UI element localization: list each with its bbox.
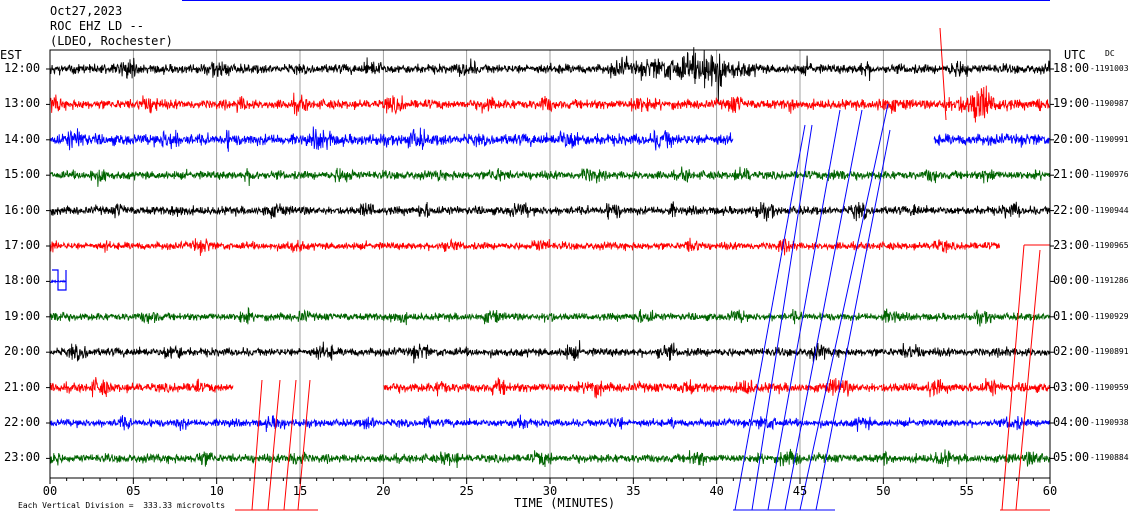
trace-1200 bbox=[49, 47, 1051, 103]
trace-group bbox=[49, 47, 1051, 469]
trace-2200 bbox=[49, 414, 1051, 433]
trace-2100 bbox=[49, 376, 1051, 399]
x-tick-label-45: 45 bbox=[793, 484, 807, 498]
spike-line bbox=[799, 103, 889, 511]
dc-offset-label: -1190987 bbox=[1090, 99, 1129, 109]
spike-line bbox=[734, 124, 806, 511]
est-hour-label: 13:00 bbox=[4, 96, 41, 111]
est-hour-label: 15:00 bbox=[4, 167, 41, 182]
utc-hour-label: 18:00 bbox=[1053, 61, 1090, 75]
spike-line bbox=[815, 129, 891, 511]
x-tick-label-00: 00 bbox=[43, 484, 57, 498]
spike-line bbox=[767, 109, 841, 511]
est-axis-label: EST bbox=[0, 48, 22, 62]
x-tick-label-50: 50 bbox=[876, 484, 890, 498]
utc-hour-label: 03:00 bbox=[1053, 379, 1090, 394]
utc-axis-label: UTC bbox=[1064, 48, 1086, 62]
est-hour-label: 19:00 bbox=[4, 308, 41, 323]
utc-hour-label: 01:00 bbox=[1053, 308, 1090, 323]
spike-line bbox=[1015, 249, 1041, 511]
dc-offset-label: -1190965 bbox=[1090, 241, 1129, 250]
spike-line bbox=[267, 379, 281, 511]
x-axis-title: TIME (MINUTES) bbox=[514, 496, 616, 510]
utc-hour-label: 00:00 bbox=[1053, 273, 1090, 288]
spike-line bbox=[283, 379, 297, 511]
utc-hour-label: 23:00 bbox=[1053, 238, 1090, 252]
x-tick-label-60: 60 bbox=[1043, 484, 1057, 498]
est-hour-label: 18:00 bbox=[4, 273, 41, 288]
est-hour-label: 17:00 bbox=[4, 238, 41, 252]
clipped-spikes bbox=[52, 27, 1050, 511]
dc-offset-label: -1190884 bbox=[1090, 453, 1129, 463]
spike-line bbox=[52, 269, 67, 291]
dc-offset-label: -1191003 bbox=[1090, 64, 1129, 73]
x-tick-label-55: 55 bbox=[959, 484, 973, 498]
dc-offset-label: -1190976 bbox=[1090, 170, 1129, 180]
chart-grid bbox=[132, 50, 968, 478]
est-hour-label: 22:00 bbox=[4, 415, 41, 429]
x-tick-label-25: 25 bbox=[459, 484, 473, 498]
utc-hour-label: 21:00 bbox=[1053, 167, 1090, 182]
utc-hour-label: 04:00 bbox=[1053, 415, 1090, 429]
x-tick-label-35: 35 bbox=[626, 484, 640, 498]
trace-1500 bbox=[49, 166, 1051, 187]
spike-line bbox=[297, 379, 311, 511]
utc-hour-label: 19:00 bbox=[1053, 96, 1090, 111]
est-hour-label: 20:00 bbox=[4, 344, 41, 359]
dc-offset-label: -1191286 bbox=[1090, 276, 1129, 286]
trace-2000 bbox=[49, 340, 1051, 364]
dc-offset-label: -1190929 bbox=[1090, 311, 1129, 321]
x-tick-label-05: 05 bbox=[126, 484, 140, 498]
est-hour-label: 21:00 bbox=[4, 379, 41, 394]
spike-line bbox=[1001, 244, 1025, 511]
x-tick-label-10: 10 bbox=[209, 484, 223, 498]
trace-1600 bbox=[49, 201, 1051, 222]
trace-1700 bbox=[49, 237, 1001, 256]
dc-offset-label: -1190944 bbox=[1090, 205, 1129, 215]
est-hour-label: 14:00 bbox=[4, 131, 41, 146]
utc-hour-label: 02:00 bbox=[1053, 344, 1090, 359]
scale-note: Each Vertical Division = 333.33 microvol… bbox=[18, 501, 226, 510]
trace-1400 bbox=[49, 126, 1051, 152]
est-hour-label: 16:00 bbox=[4, 202, 41, 217]
x-tick-label-30: 30 bbox=[543, 484, 557, 498]
x-tick-label-20: 20 bbox=[376, 484, 390, 498]
trace-1900 bbox=[49, 306, 1051, 327]
est-hour-label: 12:00 bbox=[4, 61, 41, 75]
spike-line bbox=[784, 109, 863, 511]
chart-axes: 00 05 10 15 20 25 30 35 40 45 50 55 60 bbox=[43, 0, 1057, 498]
utc-hour-label: 22:00 bbox=[1053, 202, 1090, 217]
est-hour-label: 23:00 bbox=[4, 450, 41, 465]
dc-offset-label: -1190959 bbox=[1090, 382, 1129, 392]
x-tick-label-40: 40 bbox=[709, 484, 723, 498]
spike-line bbox=[251, 379, 263, 511]
utc-hour-label: 20:00 bbox=[1053, 131, 1090, 146]
spike-line bbox=[939, 27, 947, 121]
utc-hour-label: 05:00 bbox=[1053, 450, 1090, 465]
dc-offset-label: -1190891 bbox=[1090, 347, 1129, 357]
spike-line bbox=[751, 124, 813, 511]
trace-1300 bbox=[49, 85, 1051, 123]
header-network: (LDEO, Rochester) bbox=[50, 34, 173, 48]
x-tick-label-15: 15 bbox=[293, 484, 307, 498]
dc-offset-label: -1190938 bbox=[1090, 418, 1129, 427]
dc-offset-label: -1190991 bbox=[1090, 134, 1129, 144]
trace-2300 bbox=[49, 448, 1051, 469]
header-date: Oct27,2023 bbox=[50, 4, 123, 18]
dc-label: DC bbox=[1105, 49, 1115, 58]
header-station: ROC EHZ LD -- bbox=[50, 19, 144, 33]
